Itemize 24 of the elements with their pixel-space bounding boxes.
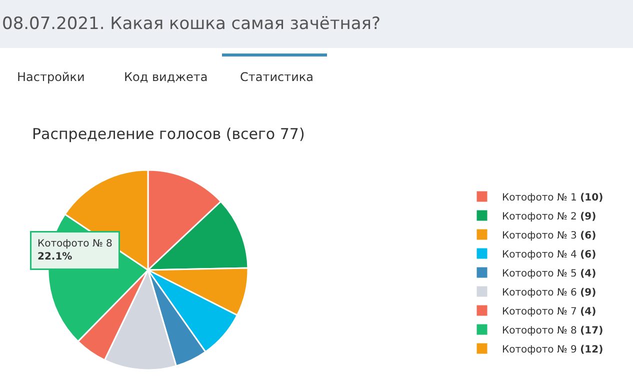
data-label: (6) <box>580 249 596 260</box>
text: Код виджета <box>124 70 208 84</box>
legend-label: Котофото № 5 <box>502 268 577 280</box>
legend-label: Котофото № 7 <box>502 306 577 318</box>
data-label: (6) <box>580 230 596 242</box>
legend-label: Котофото № 2 <box>502 211 577 222</box>
data-label: (17) <box>580 325 604 336</box>
chart-subtitle: Распределение голосов (всего 77) <box>32 125 305 143</box>
text: Настройки <box>17 70 85 84</box>
data-label: (4) <box>580 268 596 280</box>
legend-label: Котофото № 3 <box>502 230 577 242</box>
legend-label: Котофото № 9 <box>502 344 577 356</box>
text: Котофото № 8 22.1% <box>38 238 112 262</box>
legend-label: Котофото № 1 <box>502 192 577 204</box>
legend-label: Котофото № 6 <box>502 287 577 298</box>
text: Статистика <box>240 70 314 84</box>
data-label: (4) <box>580 306 596 318</box>
data-label: (9) <box>580 287 596 298</box>
legend-label: Котофото № 4 <box>502 249 577 260</box>
data-label: (9) <box>580 211 596 222</box>
data-label: (12) <box>580 344 604 356</box>
chart-title: 08.07.2021. Какая кошка самая зачётная? <box>2 14 381 34</box>
legend-label: Котофото № 8 <box>502 325 577 336</box>
data-label: (10) <box>580 192 604 204</box>
